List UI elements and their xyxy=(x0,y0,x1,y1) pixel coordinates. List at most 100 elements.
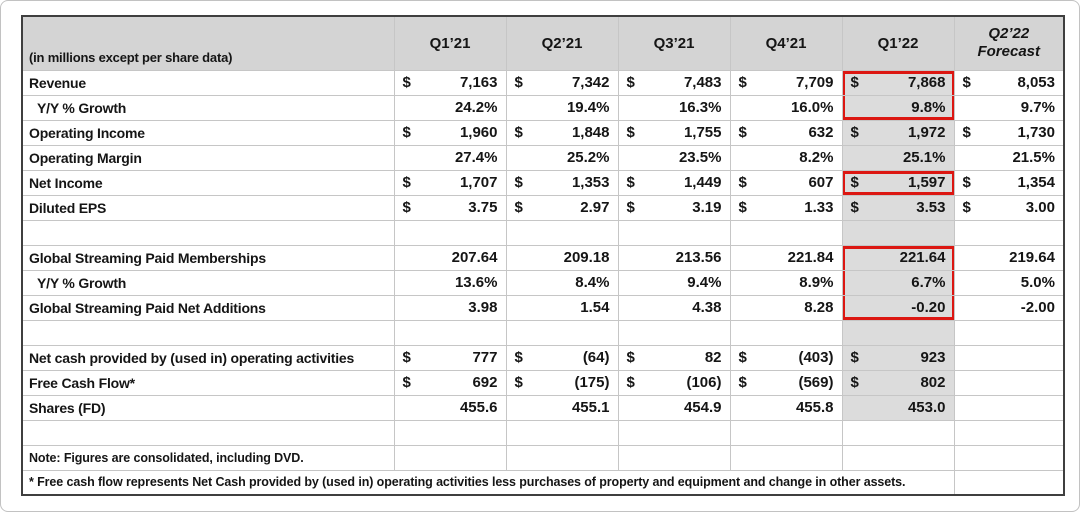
table-row: Diluted EPS $3.75 $2.97 $3.19 $1.33 $3.53 $3.0… xyxy=(21,194,1065,221)
cell: 1.54 xyxy=(505,294,619,321)
cell-value: 24.2% xyxy=(454,99,498,116)
cell xyxy=(953,344,1065,371)
cell: 9.7% xyxy=(953,94,1065,121)
cell-value: 219.64 xyxy=(1009,249,1055,266)
cell: $ (403) xyxy=(729,344,843,371)
cell: 454.9 xyxy=(617,394,731,421)
cell-value: 27.4% xyxy=(454,149,498,166)
cell xyxy=(953,394,1065,421)
cell: 16.0% xyxy=(729,94,843,121)
cell: $8,053 xyxy=(953,69,1065,96)
cell: $802 xyxy=(841,369,955,396)
dollar-sign: $ xyxy=(514,374,523,391)
dollar-sign: $ xyxy=(850,199,859,216)
row-label xyxy=(21,419,395,446)
cell-value: 1,597 xyxy=(907,174,946,191)
cell: 19.4% xyxy=(505,94,619,121)
column-header-q1-21: Q1’21 xyxy=(393,15,507,71)
dollar-sign: $ xyxy=(850,374,859,391)
dollar-sign: $ xyxy=(738,74,747,91)
table-row: Y/Y % Growth 24.2% 19.4% 16.3% 16.0% 9.8% 9.7% xyxy=(21,94,1065,121)
dollar-sign: $ xyxy=(962,74,971,91)
cell: 25.1% xyxy=(841,144,955,171)
dollar-sign: $ xyxy=(962,124,971,141)
dollar-sign: $ xyxy=(850,124,859,141)
dollar-sign: $ xyxy=(626,124,635,141)
row-label: Free Cash Flow* xyxy=(21,369,395,396)
cell: $7,163 xyxy=(393,69,507,96)
cell-value: 5.0% xyxy=(1020,274,1055,291)
cell: 8.28 xyxy=(729,294,843,321)
cell-value: 21.5% xyxy=(1012,149,1055,166)
cell xyxy=(841,219,955,246)
cell: 8.4% xyxy=(505,269,619,296)
dollar-sign: $ xyxy=(962,199,971,216)
column-header-q3-21: Q3’21 xyxy=(617,15,731,71)
table-row: Operating Income $1,960 $1,848 $1,755 $632 $1… xyxy=(21,119,1065,146)
cell xyxy=(393,219,507,246)
cell: 209.18 xyxy=(505,244,619,271)
cell: $7,342 xyxy=(505,69,619,96)
dollar-sign: $ xyxy=(738,374,747,391)
cell: $3.19 xyxy=(617,194,731,221)
cell: $923 xyxy=(841,344,955,371)
cell-value: 209.18 xyxy=(563,249,610,266)
cell-value: 8.4% xyxy=(575,274,610,291)
cell-value: 8.9% xyxy=(799,274,834,291)
header-row: (in millions except per share data) Q1’2… xyxy=(21,15,1065,71)
cell xyxy=(953,369,1065,396)
cell: 455.1 xyxy=(505,394,619,421)
cell-value: 8.28 xyxy=(804,299,834,316)
row-label xyxy=(21,319,395,346)
table-notes: Note: Figures are consolidated, includin… xyxy=(21,444,1065,496)
cell-value: 1,354 xyxy=(1017,174,1055,191)
cell xyxy=(617,319,731,346)
cell-value: 3.00 xyxy=(1025,199,1055,216)
table-row: Revenue $7,163 $7,342 $7,483 $7,709 $7,868 $8,… xyxy=(21,69,1065,96)
cell xyxy=(953,219,1065,246)
cell: 8.2% xyxy=(729,144,843,171)
cell-value: 221.64 xyxy=(899,249,946,266)
cell-value: 2.97 xyxy=(580,199,610,216)
row-label: Net cash provided by (used in) operating… xyxy=(21,344,395,371)
cell-value: -0.20 xyxy=(911,299,946,316)
cell-value: 221.84 xyxy=(787,249,834,266)
cell: $3.00 xyxy=(953,194,1065,221)
cell-value: 802 xyxy=(920,374,946,391)
cell-value: 7,868 xyxy=(907,74,946,91)
cell xyxy=(841,444,955,471)
cell-value: 25.2% xyxy=(566,149,610,166)
cell-value: 7,163 xyxy=(459,74,498,91)
cell: $777 xyxy=(393,344,507,371)
cell-value: (64) xyxy=(582,349,610,366)
dollar-sign: $ xyxy=(738,349,747,366)
cell: 27.4% xyxy=(393,144,507,171)
cell: $7,868 xyxy=(841,69,955,96)
unit-note: (in millions except per share data) xyxy=(21,15,395,71)
cell: 219.64 xyxy=(953,244,1065,271)
spacer-row xyxy=(21,419,1065,446)
cell-value: 1,707 xyxy=(459,174,498,191)
cell: -0.20 xyxy=(841,294,955,321)
cell-value: 3.75 xyxy=(468,199,498,216)
cell: 455.6 xyxy=(393,394,507,421)
cell: 9.4% xyxy=(617,269,731,296)
cell-value: 1,972 xyxy=(907,124,946,141)
spacer-row xyxy=(21,319,1065,346)
cell-value: 7,342 xyxy=(571,74,610,91)
dollar-sign: $ xyxy=(514,124,523,141)
dollar-sign: $ xyxy=(738,124,747,141)
cell: $607 xyxy=(729,169,843,196)
cell xyxy=(953,319,1065,346)
table-row: Y/Y % Growth 13.6% 8.4% 9.4% 8.9% 6.7% 5.0% xyxy=(21,269,1065,296)
cell-value: (106) xyxy=(686,374,722,391)
table-row: Global Streaming Paid Memberships 207.64 2… xyxy=(21,244,1065,271)
cell-value: 692 xyxy=(472,374,498,391)
cell-value: 9.8% xyxy=(911,99,946,116)
cell: 3.98 xyxy=(393,294,507,321)
cell-value: -2.00 xyxy=(1020,299,1055,316)
cell xyxy=(729,319,843,346)
cell: 8.9% xyxy=(729,269,843,296)
row-label: Y/Y % Growth xyxy=(21,94,395,121)
